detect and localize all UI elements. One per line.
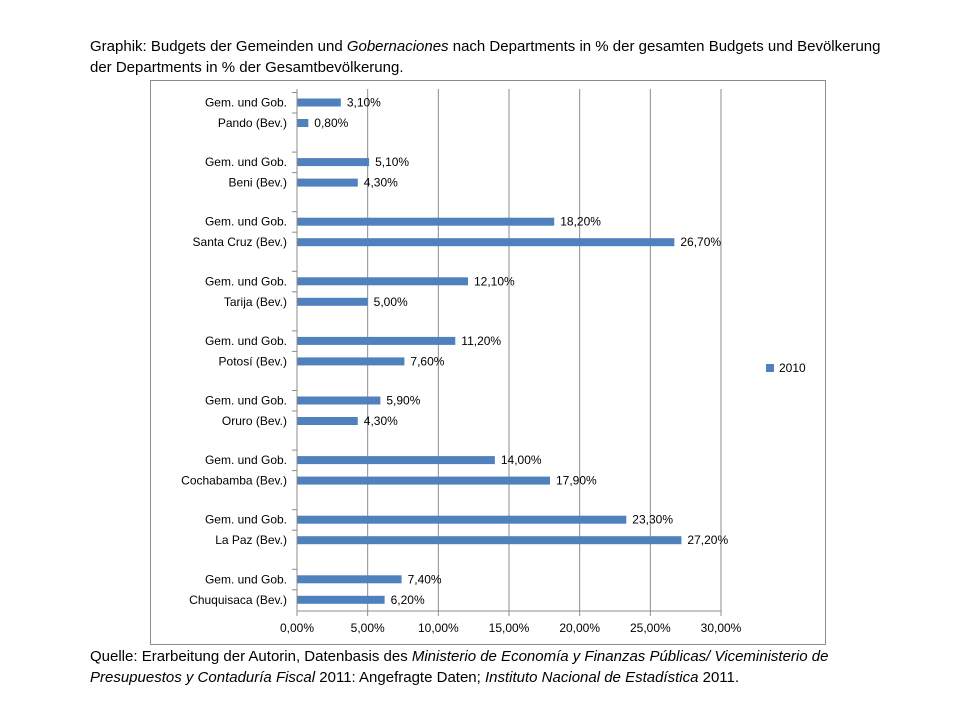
bar [297, 575, 402, 584]
bar [297, 119, 309, 127]
title-part: Gobernaciones [346, 38, 449, 55]
chart-title: Graphik: Budgets der Gemeinden und Gober… [90, 36, 890, 78]
bar [297, 456, 495, 465]
source-note: Quelle: Erarbeitung der Autorin, Datenba… [90, 646, 890, 688]
source-part: Ministerio de Economía y Finanzas Públic… [90, 648, 829, 686]
category-label: Potosí (Bev.) [219, 354, 287, 368]
category-label: La Paz (Bev.) [215, 533, 287, 547]
category-label: Oruro (Bev.) [222, 414, 287, 428]
data-label: 5,10% [375, 155, 409, 169]
bar [297, 277, 469, 286]
data-label: 12,10% [474, 274, 515, 288]
category-label: Gem. und Gob. [205, 215, 287, 229]
data-label: 27,20% [687, 533, 728, 547]
source-part: 2011: Angefragte Daten; [315, 669, 485, 686]
data-label: 7,60% [410, 354, 444, 368]
x-tick-label: 30,00% [701, 621, 742, 635]
x-tick-label: 5,00% [351, 621, 385, 635]
data-label: 23,30% [632, 513, 673, 527]
data-label: 6,20% [391, 593, 425, 607]
category-label: Gem. und Gob. [205, 394, 287, 408]
data-label: 4,30% [364, 176, 398, 190]
legend-label: 2010 [779, 361, 806, 375]
x-tick-label: 20,00% [559, 621, 600, 635]
source-part: 2011. [698, 669, 740, 686]
category-label: Cochabamba (Bev.) [181, 474, 287, 488]
bar [297, 98, 341, 107]
bar-chart: 0,00% 5,00% 10,00% 15,00% 20,00% 25,00% 30,00%… [181, 89, 806, 635]
title-part: nach Departments in % der gesamten Budge… [90, 38, 881, 76]
bar [297, 357, 405, 366]
bar [297, 217, 555, 226]
x-tick-label: 15,00% [489, 621, 530, 635]
data-label: 5,90% [386, 394, 420, 408]
category-label: Chuquisaca (Bev.) [189, 593, 287, 607]
x-tick-label: 25,00% [630, 621, 671, 635]
category-label: Tarija (Bev.) [224, 295, 287, 309]
data-label: 4,30% [364, 414, 398, 428]
category-label: Gem. und Gob. [205, 453, 287, 467]
x-tick-label: 10,00% [418, 621, 459, 635]
chart-frame: 0,00% 5,00% 10,00% 15,00% 20,00% 25,00% 30,00%… [150, 80, 826, 645]
data-label: 5,00% [374, 295, 408, 309]
data-label: 18,20% [560, 215, 601, 229]
bar [297, 238, 675, 247]
category-label: Gem. und Gob. [205, 572, 287, 586]
bar [297, 297, 368, 306]
category-label: Gem. und Gob. [205, 155, 287, 169]
bar [297, 417, 358, 425]
data-label: 3,10% [347, 96, 381, 110]
category-label: Gem. und Gob. [205, 274, 287, 288]
data-label: 11,20% [461, 334, 501, 348]
legend-swatch [766, 364, 774, 372]
bar [297, 336, 456, 345]
data-label: 26,70% [680, 235, 721, 249]
bar [297, 595, 385, 604]
source-part: Quelle: Erarbeitung der Autorin, Datenba… [90, 648, 412, 665]
source-part: Instituto Nacional de Estadística [484, 669, 699, 686]
bar [297, 158, 370, 167]
category-label: Santa Cruz (Bev.) [193, 235, 287, 249]
data-label: 0,80% [314, 116, 348, 130]
data-label: 7,40% [408, 572, 442, 586]
data-label: 14,00% [501, 453, 542, 467]
bar [297, 476, 550, 485]
data-label: 17,90% [556, 474, 597, 488]
title-part: Graphik: Budgets der Gemeinden und [90, 38, 347, 55]
bar [297, 178, 358, 187]
category-label: Gem. und Gob. [205, 334, 287, 348]
bar [297, 396, 381, 405]
category-label: Beni (Bev.) [229, 176, 287, 190]
category-label: Pando (Bev.) [218, 116, 287, 130]
category-label: Gem. und Gob. [205, 96, 287, 110]
x-tick-label: 0,00% [280, 621, 314, 635]
category-label: Gem. und Gob. [205, 513, 287, 527]
bar [297, 536, 682, 545]
bar [297, 515, 627, 524]
